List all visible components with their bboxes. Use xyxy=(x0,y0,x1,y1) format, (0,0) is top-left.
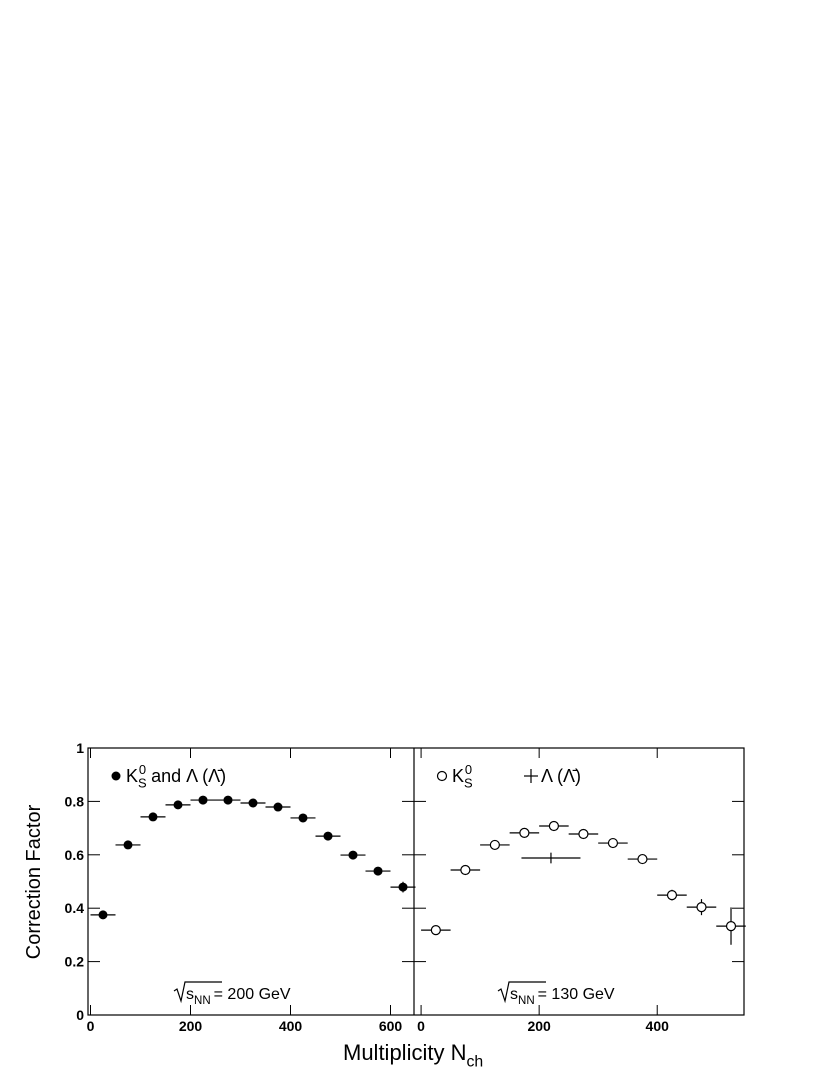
point xyxy=(489,839,500,851)
legend-label: KS0 and Λ (Λ̄) xyxy=(126,762,226,791)
radical xyxy=(173,981,222,1004)
y-tick-label: 0.4 xyxy=(65,900,85,916)
point xyxy=(637,853,648,865)
point xyxy=(298,813,308,823)
point xyxy=(373,866,383,876)
y-tick-label: 1 xyxy=(76,740,84,756)
x-axis-label-base: Multiplicity N xyxy=(343,1040,466,1065)
point xyxy=(98,910,108,920)
x-tick-label: 200 xyxy=(527,1018,551,1034)
legend-label-sup: 0 xyxy=(139,762,146,777)
legend-label-base: K xyxy=(452,766,464,786)
legend-label-sub: S xyxy=(138,775,147,790)
energy-label-sub: NN xyxy=(194,995,211,1007)
energy-label-base: s xyxy=(186,986,194,1003)
energy-label-rest: = 200 GeV xyxy=(214,986,291,1003)
energy-label-base: s xyxy=(510,986,518,1003)
point xyxy=(460,864,471,876)
legend-marker xyxy=(111,771,121,781)
energy-label-rest: = 130 GeV xyxy=(538,986,615,1003)
point xyxy=(148,812,158,822)
point xyxy=(198,795,208,805)
x-tick-label: 0 xyxy=(87,1018,95,1034)
point xyxy=(123,840,133,850)
point xyxy=(273,802,283,812)
legend-label-rest: Λ (Λ̄) xyxy=(541,766,581,786)
legend-label-base: K xyxy=(126,766,138,786)
legend-label-sub: S xyxy=(464,775,473,790)
y-axis-label: Correction Factor xyxy=(23,804,45,959)
point xyxy=(223,795,233,805)
x-tick-label: 400 xyxy=(646,1018,670,1034)
point xyxy=(323,831,333,841)
x-tick-label: 0 xyxy=(417,1018,425,1034)
radical xyxy=(497,981,546,1004)
legend-label: KS0 xyxy=(452,762,473,791)
point xyxy=(348,850,358,860)
x-tick-label: 600 xyxy=(379,1018,403,1034)
point xyxy=(248,798,258,808)
energy-label: sNN = 200 GeV xyxy=(186,986,291,1007)
x-tick-label: 200 xyxy=(179,1018,203,1034)
legend-marker xyxy=(436,770,448,782)
energy-label: sNN = 130 GeV xyxy=(510,986,615,1007)
x-tick-label: 400 xyxy=(279,1018,303,1034)
point xyxy=(398,882,408,892)
legend-label-rest: and Λ (Λ̄) xyxy=(146,766,226,786)
point xyxy=(666,890,678,901)
point xyxy=(519,827,530,839)
plot-frame xyxy=(87,747,745,1016)
y-tick-label: 0 xyxy=(76,1007,84,1023)
point xyxy=(696,902,707,913)
x-axis-label: Multiplicity Nch xyxy=(343,1040,483,1071)
point xyxy=(578,828,589,840)
y-tick-label: 0.6 xyxy=(65,847,85,863)
y-tick-label: 0.2 xyxy=(65,954,85,970)
legend-label: Λ (Λ̄) xyxy=(541,766,581,786)
point xyxy=(430,924,441,936)
y-tick-label: 0.8 xyxy=(65,793,85,809)
energy-label-sub: NN xyxy=(518,995,535,1007)
point xyxy=(548,820,560,832)
x-axis-label-sub: ch xyxy=(466,1054,483,1071)
legend-label-sup: 0 xyxy=(465,762,472,777)
point xyxy=(173,800,183,810)
point xyxy=(607,837,619,849)
point xyxy=(725,920,737,932)
